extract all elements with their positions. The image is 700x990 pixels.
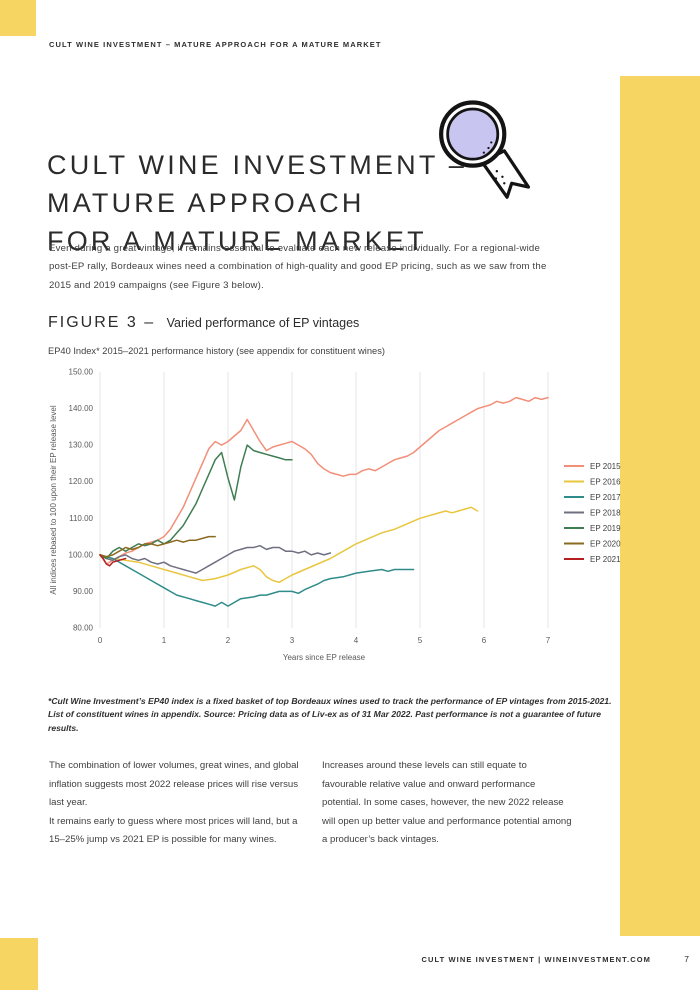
footer-text: CULT WINE INVESTMENT | WINEINVESTMENT.CO… [421,955,651,964]
svg-text:100.00: 100.00 [69,550,94,559]
svg-text:6: 6 [482,636,487,645]
page-title-line-2: MATURE APPROACH [47,188,365,219]
accent-block-top-left [0,0,36,36]
page-title-line-3: FOR A MATURE MARKET [47,226,427,257]
svg-text:80.00: 80.00 [73,624,94,633]
svg-text:120.00: 120.00 [69,477,94,486]
running-header: CULT WINE INVESTMENT – MATURE APPROACH F… [49,40,382,49]
svg-text:EP 2020: EP 2020 [590,539,621,548]
figure-subtitle: EP40 Index* 2015–2021 performance histor… [48,346,385,356]
svg-text:0: 0 [98,636,103,645]
award-rosette-icon [430,90,534,206]
svg-text:3: 3 [290,636,295,645]
svg-text:140.00: 140.00 [69,404,94,413]
figure-label: FIGURE 3 – [48,314,156,331]
figure-heading: FIGURE 3 – Varied performance of EP vint… [48,314,359,332]
page-title: CULT WINE INVESTMENT – MATURE APPROACH F… [47,146,467,260]
page-title-line-1: CULT WINE INVESTMENT – [47,150,467,181]
svg-text:EP 2016: EP 2016 [590,477,621,486]
svg-text:5: 5 [418,636,423,645]
svg-text:EP 2021: EP 2021 [590,555,621,564]
body-column-right: Increases around these levels can still … [322,760,572,845]
svg-text:EP 2015: EP 2015 [590,462,621,471]
svg-text:2: 2 [226,636,231,645]
svg-text:130.00: 130.00 [69,441,94,450]
svg-text:4: 4 [354,636,359,645]
svg-text:7: 7 [546,636,551,645]
svg-text:EP 2017: EP 2017 [590,493,621,502]
svg-text:110.00: 110.00 [69,514,93,523]
accent-block-bottom-left [0,938,38,990]
page-number: 7 [684,954,689,964]
chart-footnote: *Cult Wine Investment’s EP40 index is a … [48,695,612,733]
body-column-left: The combination of lower volumes, great … [49,760,299,845]
svg-text:EP 2018: EP 2018 [590,508,621,517]
figure3-chart: 0 1 2 3 4 5 6 7 80.00 90.00 100.00 110.00 120.00 130.… [42,362,658,670]
intro-paragraph: Even during a great vintage, it remains … [49,242,547,291]
accent-block-right [620,76,700,936]
svg-text:Years since EP release: Years since EP release [283,653,366,662]
svg-text:All indices rebased to 100 upo: All indices rebased to 100 upon their EP… [49,405,58,595]
svg-text:EP 2019: EP 2019 [590,524,621,533]
svg-text:1: 1 [162,636,167,645]
svg-text:90.00: 90.00 [73,587,94,596]
svg-text:150.00: 150.00 [69,368,94,377]
figure3-chart-svg: 0 1 2 3 4 5 6 7 80.00 90.00 100.00 110.00 120.00 130.… [49,368,621,663]
figure-title: Varied performance of EP vintages [166,316,360,330]
body-columns: The combination of lower volumes, great … [49,757,574,850]
